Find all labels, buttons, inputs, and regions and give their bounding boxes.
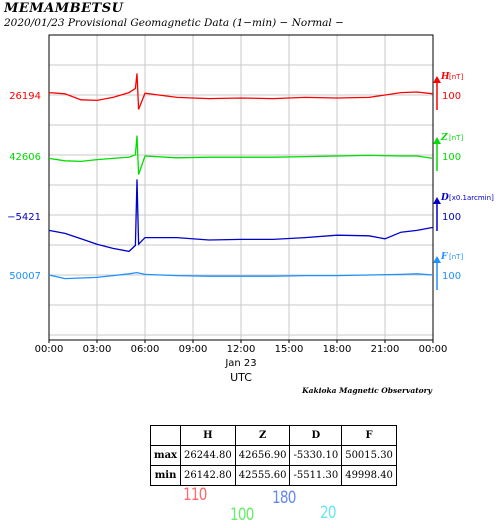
table-cell: 50015.30 — [341, 445, 397, 466]
scale-arrow-d — [433, 197, 441, 204]
scale-value-f: 100 — [442, 271, 461, 282]
table-header-cell: F — [341, 425, 397, 446]
x-axis-label: UTC — [230, 371, 252, 384]
table-cell: 49998.40 — [341, 465, 397, 486]
component-unit-f: [nT] — [449, 253, 463, 261]
series-line-h — [48, 73, 434, 110]
x-tick-label: 06:00 — [131, 344, 160, 355]
scale-arrow-f — [433, 256, 441, 263]
station-name: MEMAMBETSU — [4, 1, 124, 16]
handwritten-scale-f: 20 — [320, 503, 336, 523]
scale-value-z: 100 — [442, 152, 461, 163]
scale-arrow-z — [433, 137, 441, 144]
table-row: min 26142.80 42555.60 -5511.30 49998.40 — [149, 465, 397, 486]
row-label: max — [149, 445, 182, 466]
x-tick-label: 00:00 — [419, 344, 448, 355]
chart-subtitle: 2020/01/23 Provisional Geomagnetic Data … — [4, 17, 344, 29]
component-unit-d: [x0.1arcmin] — [449, 194, 494, 202]
component-name-z: Z — [440, 133, 448, 143]
base-label-z: 42606 — [9, 152, 41, 163]
table-cell: 26142.80 — [180, 465, 236, 486]
x-axis-ticks: 00:00 03:00 06:00 09:00 12:00 15:00 18:00 21:00… — [35, 340, 448, 355]
series-group — [48, 73, 434, 280]
x-tick-label: 00:00 — [35, 344, 64, 355]
table-row: max 26244.80 42656.90 -5330.10 50015.30 — [149, 445, 397, 466]
table-cell: 26244.80 — [180, 445, 236, 466]
component-name-d: D — [440, 193, 449, 203]
x-tick-label: 12:00 — [227, 344, 256, 355]
base-label-f: 50007 — [9, 271, 41, 282]
credit-label: Kakioka Magnetic Observatory — [301, 386, 433, 395]
series-line-d — [48, 179, 434, 253]
table-header-cell — [149, 425, 182, 446]
table-cell: -5330.10 — [289, 445, 343, 466]
handwritten-scale-z: 100 — [230, 505, 254, 525]
scale-arrow-h — [433, 76, 441, 83]
scale-value-d: 100 — [442, 212, 461, 223]
x-tick-label: 03:00 — [83, 344, 112, 355]
series-line-f — [48, 271, 434, 280]
table-header-row: H Z D F — [149, 425, 397, 446]
base-labels: 26194 42606 −5421 50007 — [7, 91, 41, 282]
component-name-f: F — [440, 252, 448, 262]
date-label: Jan 23 — [224, 358, 256, 369]
table-cell: 42555.60 — [234, 465, 291, 486]
table-header-cell: H — [180, 425, 236, 446]
min-max-table: H Z D F max 26244.80 42656.90 -5330.10 5… — [149, 425, 397, 486]
table-cell: -5511.30 — [289, 465, 343, 486]
component-unit-z: [nT] — [449, 134, 463, 142]
x-tick-label: 09:00 — [179, 344, 208, 355]
x-tick-label: 15:00 — [275, 344, 304, 355]
handwritten-scale-h: 110 — [183, 485, 207, 505]
base-label-d: −5421 — [7, 212, 41, 223]
grid — [49, 35, 433, 340]
component-unit-h: [nT] — [449, 73, 463, 81]
x-tick-label: 18:00 — [323, 344, 352, 355]
series-line-z — [48, 135, 434, 175]
component-name-h: H — [440, 72, 450, 82]
scale-value-h: 100 — [442, 91, 461, 102]
table-cell: 42656.90 — [234, 445, 291, 466]
handwritten-scale-d: 180 — [272, 488, 296, 508]
table-header-cell: D — [289, 425, 343, 446]
x-tick-label: 21:00 — [371, 344, 400, 355]
row-label: min — [149, 465, 182, 486]
base-label-h: 26194 — [9, 91, 41, 102]
table-header-cell: Z — [234, 425, 291, 446]
